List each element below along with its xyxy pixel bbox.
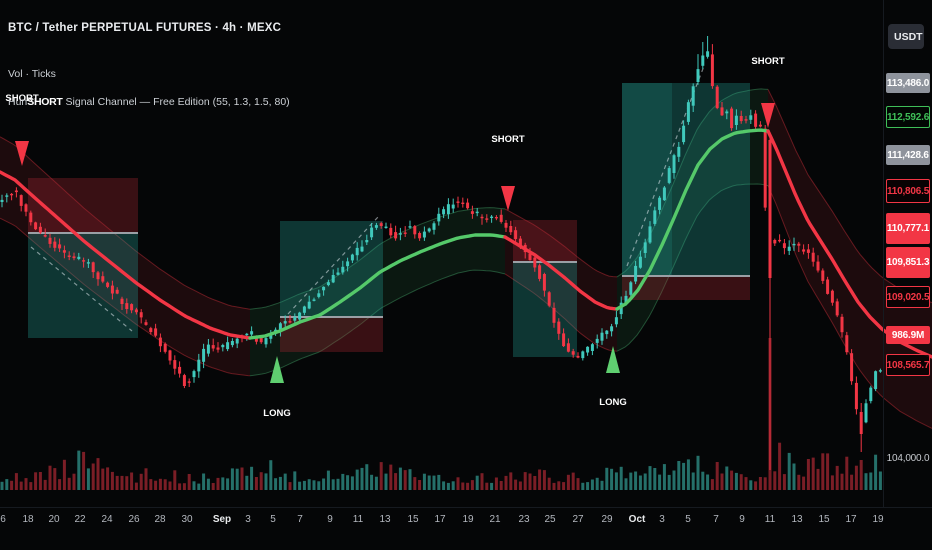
time-axis-label[interactable]: 20	[48, 514, 60, 525]
price-axis-label[interactable]: 110,777.1	[886, 212, 930, 244]
time-axis-label[interactable]: 3	[659, 514, 665, 525]
time-axis-label[interactable]: 9	[327, 514, 333, 525]
time-axis-label[interactable]: 22	[74, 514, 86, 525]
time-axis-label[interactable]: 15	[407, 514, 419, 525]
time-axis-label[interactable]: 13	[379, 514, 391, 525]
price-axis-label[interactable]: 109,020.5	[886, 286, 930, 308]
currency-toggle-button[interactable]: USDT	[888, 24, 924, 49]
time-axis[interactable]: 6 18 20 22 24 26 28 30 Sep 3 5 7 9 11 13 15 17 19 21 23 25 27…	[0, 508, 932, 550]
price-axis-label[interactable]: 113,486.0	[886, 73, 930, 93]
time-axis-label[interactable]: 17	[434, 514, 446, 525]
time-axis-label[interactable]: 11	[764, 514, 776, 525]
time-axis-label[interactable]: 6	[0, 514, 6, 525]
price-axis-label[interactable]: 986.9M	[886, 326, 930, 344]
time-axis-label[interactable]: 13	[791, 514, 803, 525]
time-axis-label[interactable]: 26	[128, 514, 140, 525]
short-marker-label: SHORT	[751, 56, 784, 67]
candles-layer	[0, 36, 882, 470]
short-marker-icon	[501, 186, 515, 211]
volume-layer	[0, 338, 882, 490]
time-axis-label[interactable]: 5	[270, 514, 276, 525]
time-axis-label[interactable]: 24	[101, 514, 113, 525]
time-axis-label[interactable]: 21	[489, 514, 501, 525]
time-axis-label[interactable]: 18	[22, 514, 34, 525]
time-axis-label[interactable]: 23	[518, 514, 530, 525]
price-axis[interactable]: 113,486.0 112,592.6 111,428.6 110,806.5 110,…	[884, 0, 932, 508]
time-axis-label[interactable]: 29	[601, 514, 613, 525]
time-axis-label[interactable]: 30	[181, 514, 193, 525]
symbol-title[interactable]: BTC / Tether PERPETUAL FUTURES · 4h · ME…	[8, 22, 282, 34]
price-axis-separator	[883, 0, 884, 508]
moving-average-line	[0, 128, 932, 359]
time-axis-label[interactable]: 7	[297, 514, 303, 525]
price-axis-label[interactable]: 108,565.7	[886, 354, 930, 376]
price-axis-label[interactable]: 111,428.6	[886, 145, 930, 165]
time-axis-label[interactable]: 9	[739, 514, 745, 525]
time-axis-label[interactable]: 11	[352, 514, 364, 525]
time-axis-label[interactable]: Oct	[628, 514, 646, 525]
long-marker-icon	[606, 346, 620, 373]
price-axis-label[interactable]: 104,000.0	[886, 452, 930, 464]
price-axis-label[interactable]: 109,851.3	[886, 246, 930, 278]
time-axis-label[interactable]: 17	[845, 514, 857, 525]
time-axis-label[interactable]: 5	[685, 514, 691, 525]
time-axis-label[interactable]: 3	[245, 514, 251, 525]
time-axis-label[interactable]: 27	[572, 514, 584, 525]
time-axis-label[interactable]: 15	[818, 514, 830, 525]
trade-markers: SHORT LONG SHORT LONG SHORT	[5, 56, 784, 419]
short-marker-icon	[15, 141, 29, 166]
short-marker-label: SHORT	[491, 134, 524, 145]
indicator-name: Signal Channel — Free Edition (55, 1.3, …	[65, 96, 290, 108]
indicator-prefix: Hun	[8, 96, 28, 108]
long-marker-label: LONG	[263, 408, 290, 419]
time-axis-label[interactable]: 19	[462, 514, 474, 525]
short-marker-icon	[761, 103, 775, 128]
short-marker-label: SHORT	[5, 93, 38, 104]
long-marker-icon	[270, 356, 284, 383]
time-axis-label[interactable]: 25	[544, 514, 556, 525]
signal-channel-band	[0, 88, 932, 429]
time-axis-label[interactable]: 7	[713, 514, 719, 525]
signal-channel-indicator-label[interactable]: HunSHORT Signal Channel — Free Edition (5…	[8, 96, 468, 108]
short-overlap-label: SHORT	[27, 96, 63, 108]
time-axis-label[interactable]: 28	[154, 514, 166, 525]
time-axis-label[interactable]: 19	[872, 514, 884, 525]
time-axis-label[interactable]: Sep	[212, 514, 232, 525]
price-axis-label[interactable]: 110,806.5	[886, 179, 930, 203]
volume-indicator-label[interactable]: Vol · Ticks	[8, 68, 56, 80]
time-axis-separator	[0, 507, 932, 508]
long-marker-label: LONG	[599, 397, 626, 408]
price-axis-label[interactable]: 112,592.6	[886, 106, 930, 128]
